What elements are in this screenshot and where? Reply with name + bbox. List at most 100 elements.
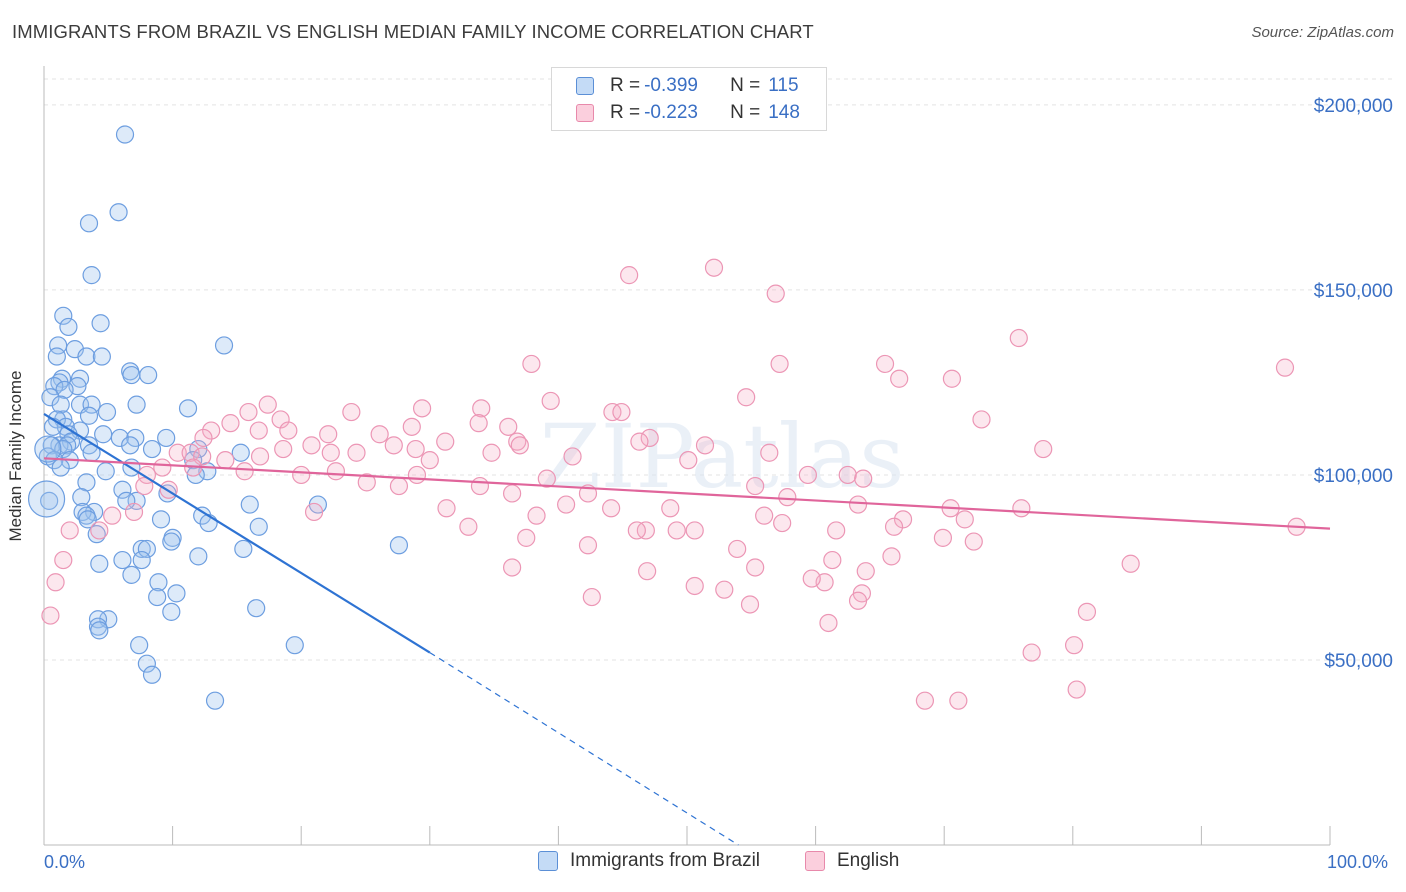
data-point-brazil	[285, 636, 304, 655]
data-point-english	[221, 414, 240, 433]
data-point-english	[602, 499, 621, 518]
data-point-english	[54, 550, 73, 570]
data-point-brazil	[127, 491, 146, 510]
legend-r-value: -0.399	[644, 75, 698, 96]
data-point-english	[527, 506, 546, 525]
data-point-english	[302, 436, 321, 455]
data-point-english	[347, 443, 366, 462]
data-point-english	[1067, 680, 1086, 699]
data-point-english	[766, 284, 785, 303]
data-point-english	[746, 476, 765, 496]
data-point-english	[482, 443, 501, 462]
data-point-brazil	[121, 436, 140, 455]
data-point-english	[856, 562, 875, 581]
data-point-english	[437, 499, 456, 518]
data-point-brazil	[137, 539, 156, 559]
data-point-english	[972, 410, 991, 429]
data-point-brazil	[184, 451, 203, 470]
y-tick-label: $150,000	[1314, 281, 1393, 302]
legend-n-label: N =	[730, 102, 761, 123]
legend-swatch-brazil	[576, 77, 594, 95]
data-point-brazil	[51, 395, 70, 414]
data-point-english	[370, 425, 389, 444]
data-point-brazil	[90, 621, 109, 640]
data-point-brazil	[142, 665, 162, 684]
data-point-english	[884, 517, 904, 536]
data-point-brazil	[205, 691, 225, 710]
data-point-english	[557, 495, 576, 514]
data-point-english	[949, 691, 968, 710]
data-point-english	[168, 443, 187, 462]
y-tick-label: $100,000	[1314, 466, 1393, 487]
data-point-english	[1275, 358, 1295, 377]
data-point-english	[181, 443, 200, 462]
data-point-english	[472, 399, 491, 418]
data-point-english	[838, 465, 857, 485]
data-point-english	[798, 465, 817, 485]
data-point-english	[517, 528, 536, 547]
data-point-english	[854, 469, 873, 488]
data-point-english	[661, 499, 680, 518]
data-point-brazil	[55, 380, 74, 399]
data-point-brazil	[162, 602, 181, 621]
data-point-brazil	[96, 462, 115, 481]
data-point-english	[470, 476, 490, 496]
data-point-english	[321, 443, 340, 462]
data-point-brazil	[113, 480, 132, 499]
y-tick-label: $50,000	[1324, 651, 1393, 672]
data-point-english	[522, 354, 541, 374]
data-point-brazil	[137, 654, 156, 673]
legend-swatch-english	[576, 104, 594, 122]
data-point-english	[41, 606, 60, 625]
data-point-english	[848, 591, 868, 610]
series-legend-brazil[interactable]: Immigrants from Brazil	[538, 850, 760, 872]
data-point-english	[760, 443, 779, 462]
data-point-english	[620, 266, 639, 285]
data-point-brazil	[94, 425, 113, 444]
data-point-brazil	[43, 417, 63, 436]
data-point-english	[90, 521, 109, 540]
data-point-brazil	[45, 377, 64, 396]
data-point-english	[1022, 643, 1041, 662]
data-point-english	[469, 414, 488, 433]
data-point-brazil	[77, 347, 96, 366]
data-point-english	[1009, 328, 1028, 348]
data-point-brazil	[41, 388, 60, 407]
data-point-english	[728, 539, 747, 559]
data-point-brazil	[214, 336, 234, 355]
data-point-english	[103, 506, 122, 525]
legend-r-value: -0.223	[644, 102, 698, 123]
chart-title: IMMIGRANTS FROM BRAZIL VS ENGLISH MEDIAN…	[12, 21, 814, 42]
data-point-brazil	[162, 532, 181, 551]
y-tick-label: $200,000	[1314, 96, 1393, 117]
data-point-english	[357, 473, 376, 492]
data-point-english	[326, 462, 346, 481]
data-point-brazil	[127, 395, 146, 414]
data-point-brazil	[199, 513, 218, 533]
data-point-english	[773, 513, 792, 533]
data-point-brazil	[122, 565, 141, 584]
data-point-brazil	[92, 347, 111, 366]
data-point-english	[563, 447, 582, 466]
series-legend: Immigrants from Brazil English	[0, 850, 1406, 878]
data-point-english	[407, 465, 427, 485]
legend-n-value: 148	[768, 102, 800, 123]
data-point-english	[640, 428, 659, 448]
series-legend-english[interactable]: English	[805, 850, 899, 872]
data-point-brazil	[178, 399, 198, 418]
data-point-brazil	[249, 517, 268, 536]
legend-r-label: R =	[610, 102, 641, 123]
data-point-brazil	[109, 203, 128, 222]
data-point-brazil	[91, 314, 110, 333]
data-point-english	[194, 428, 213, 448]
data-point-english	[1034, 439, 1053, 459]
data-point-brazil	[113, 550, 132, 570]
data-point-brazil	[148, 587, 167, 607]
data-point-english	[1012, 499, 1031, 518]
data-point-brazil	[79, 436, 99, 455]
data-point-english	[503, 558, 522, 577]
data-point-brazil	[389, 536, 409, 555]
data-point-english	[499, 417, 518, 436]
data-point-english	[258, 395, 277, 414]
